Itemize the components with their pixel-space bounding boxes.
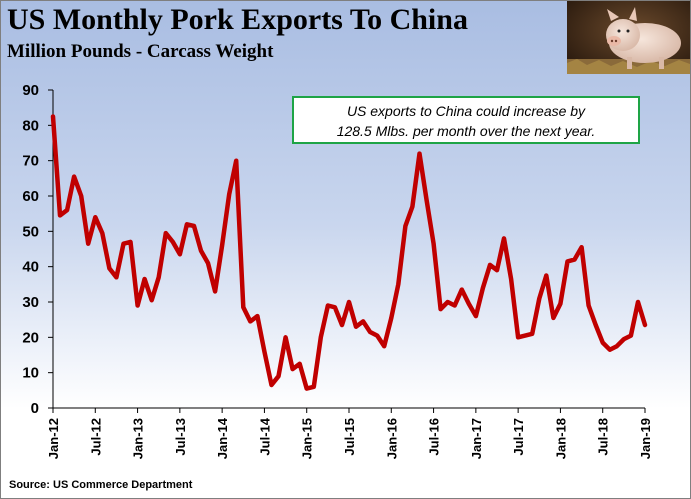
y-tick-label: 80: [22, 117, 39, 134]
series-layer: [50, 114, 648, 391]
x-tick-label: Jul-14: [257, 417, 272, 455]
y-tick-label: 40: [22, 259, 39, 276]
pig-photo-image: [567, 1, 690, 74]
x-tick-label: Jul-16: [427, 418, 442, 456]
x-tick-label: Jan-16: [384, 418, 399, 459]
annotation-line-1: US exports to China could increase by: [346, 103, 586, 119]
x-tick-label: Jul-17: [511, 418, 526, 456]
y-tick-label: 0: [31, 400, 39, 417]
chart-title: US Monthly Pork Exports To China: [7, 3, 468, 36]
x-tick-label: Jan-19: [638, 418, 653, 459]
x-tick-label: Jan-14: [215, 417, 230, 459]
series-line-exports: [50, 114, 648, 391]
y-tick-label: 30: [22, 294, 39, 311]
x-tick-label: Jan-18: [553, 418, 568, 459]
y-tick-label: 10: [22, 365, 39, 382]
source-note: Source: US Commerce Department: [9, 479, 193, 491]
x-tick-label: Jul-12: [88, 418, 103, 456]
y-tick-label: 70: [22, 153, 39, 170]
x-tick-label: Jul-15: [342, 418, 357, 456]
annotation-box: US exports to China could increase by 12…: [292, 96, 640, 144]
chart-subtitle: Million Pounds - Carcass Weight: [7, 41, 274, 62]
y-axis: 0 10 20 30 40 50 60 70 80 90: [22, 82, 54, 417]
pig-photo: [567, 1, 690, 74]
y-tick-label: 20: [22, 329, 39, 346]
y-tick-label: 60: [22, 188, 39, 205]
x-tick-label: Jan-15: [300, 418, 315, 459]
x-tick-label: Jan-17: [469, 418, 484, 459]
y-tick-label: 50: [22, 223, 39, 240]
x-tick-label: Jul-13: [173, 418, 188, 456]
x-tick-label: Jan-12: [46, 418, 61, 459]
y-tick-label: 90: [22, 82, 39, 99]
x-tick-label: Jul-18: [596, 418, 611, 456]
x-tick-label: Jan-13: [131, 418, 146, 459]
annotation-line-2: 128.5 Mlbs. per month over the next year…: [336, 123, 596, 139]
x-axis: Jan-12 Jul-12 Jan-13 Jul-13 Jan-14 Jul-14 Jan-…: [46, 407, 653, 459]
